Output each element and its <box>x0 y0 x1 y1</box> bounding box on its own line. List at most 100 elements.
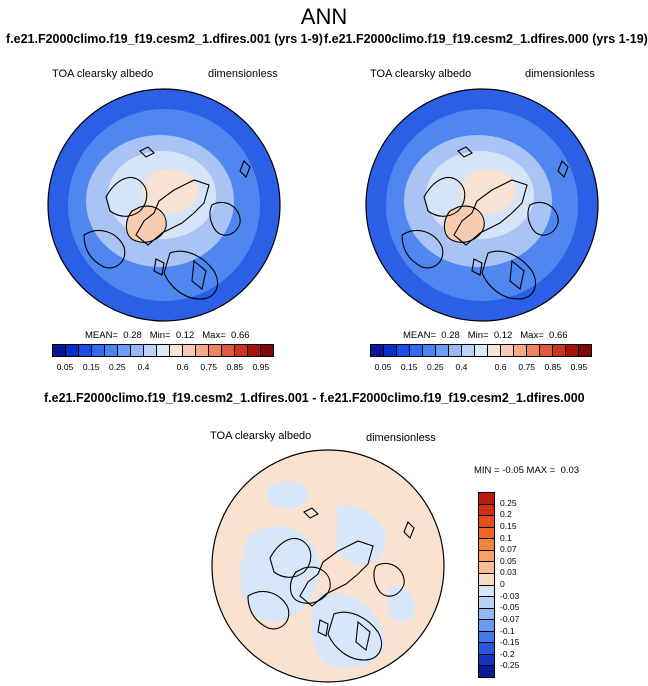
case-1-colorbar-swatch <box>196 345 209 356</box>
case-1-units: dimensionless <box>208 68 278 80</box>
case-2-coastline <box>457 146 473 158</box>
difference-units: dimensionless <box>366 432 436 444</box>
case-1-min-value: 0.12 <box>175 330 195 341</box>
case-1-greenland-field <box>126 206 167 243</box>
case-1-field <box>48 89 280 321</box>
difference-colorbar-swatch <box>479 516 494 528</box>
difference-colorbar-tick: 0.15 <box>500 520 517 531</box>
difference-colorbar-tick: 0.25 <box>500 497 517 508</box>
case-1-coastline <box>191 259 207 290</box>
case-2-colorbar-tick: 0.75 <box>518 362 535 372</box>
case-1-min-label: Min= <box>149 330 171 341</box>
case-2-mean-label: MEAN= <box>403 330 436 341</box>
difference-coastline <box>317 619 329 637</box>
difference-colorbar-swatch <box>479 539 494 551</box>
case-2-map-border <box>365 88 599 322</box>
case-2-arctic-core <box>460 169 516 213</box>
case-2-coastline <box>401 230 444 269</box>
case-2-coastline <box>509 259 525 290</box>
difference-coastline <box>269 538 312 578</box>
case-1-colorbar-swatch <box>235 345 248 356</box>
case-2-field <box>366 89 598 321</box>
difference-map-border <box>211 449 445 683</box>
case-2-coastline <box>453 179 528 246</box>
difference-colorbar-tick: -0.05 <box>500 602 520 613</box>
case-1-coastline <box>125 205 167 243</box>
difference-min-label: MIN = <box>474 465 500 476</box>
case-1-stats: MEAN= 0.28 Min= 0.12 Max= 0.66 <box>85 330 250 341</box>
difference-negative-area <box>336 505 386 566</box>
difference-colorbar-swatch <box>479 504 494 517</box>
difference-coastline <box>355 620 371 651</box>
difference-colorbar-tick: -0.1 <box>500 625 515 636</box>
case-1-colorbar-ticks: 0.05 0.15 0.25 0.4 0.6 0.75 0.85 0.95 <box>52 362 274 374</box>
difference-negative-area <box>239 526 320 623</box>
case-2-min-label: Min= <box>467 330 489 341</box>
case-1-max-label: Max= <box>202 330 226 341</box>
case-2-colorbar-swatch <box>566 345 579 356</box>
case-1-colorbar-swatch <box>209 345 222 356</box>
case-2-coastline <box>423 177 466 217</box>
difference-colorbar-swatch <box>479 643 494 655</box>
case-2-min-value: 0.12 <box>493 330 513 341</box>
difference-colorbar-swatch <box>479 608 494 621</box>
case-1-colorbar-swatch <box>131 345 144 356</box>
case-1-mean-label: MEAN= <box>85 330 118 341</box>
difference-colorbar-swatch <box>479 597 494 609</box>
case-2-colorbar-swatch <box>501 345 514 356</box>
case-2-colorbar-swatch <box>475 345 488 356</box>
case-2-colorbar-swatch <box>423 345 436 356</box>
case-2-colorbar-swatch <box>397 345 410 356</box>
difference-colorbar-tick: -0.03 <box>500 590 520 601</box>
difference-coastline <box>373 562 405 597</box>
case-2-colorbar-swatch <box>579 345 591 356</box>
case-2-colorbar-swatch <box>449 345 462 356</box>
case-2-coastline <box>443 205 485 243</box>
difference-colorbar-swatch <box>479 666 494 677</box>
case-2-colorbar-swatch <box>371 345 384 356</box>
case-1-coastline <box>163 250 218 300</box>
case-1-colorbar-swatch <box>144 345 157 356</box>
case-2-colorbar-swatch <box>462 345 475 356</box>
case-2-max-value: 0.66 <box>549 330 568 341</box>
case-1-colorbar-swatch <box>157 345 170 356</box>
case-1-variable: TOA clearsky albedo <box>52 68 154 80</box>
case-2-colorbar-tick: 0.05 <box>374 362 392 372</box>
case-2-coastline <box>471 258 483 276</box>
case-1-colorbar-tick: 0.4 <box>137 362 150 372</box>
case-1-colorbar <box>52 344 274 357</box>
difference-colorbar-swatch <box>479 654 494 667</box>
case-2-colorbar-swatch <box>514 345 527 356</box>
case-2-max-label: Max= <box>520 330 544 341</box>
difference-colorbar-swatch <box>479 585 494 598</box>
difference-colorbar-swatch <box>479 527 494 540</box>
case-2-units: dimensionless <box>525 68 595 80</box>
case-2-colorbar-swatch <box>436 345 449 356</box>
case-1-coastline <box>153 258 165 276</box>
difference-colorbar-tick: 0 <box>500 579 505 589</box>
difference-colorbar-tick: 0.1 <box>500 532 512 543</box>
case-1-colorbar-swatch <box>261 345 273 356</box>
case-1-map-border <box>47 88 281 322</box>
difference-max-value: 0.03 <box>560 465 580 476</box>
case-2-stats: MEAN= 0.28 Min= 0.12 Max= 0.66 <box>403 330 568 341</box>
difference-title: f.e21.F2000climo.f19_f19.cesm2_1.dfires.… <box>44 391 585 405</box>
case-1-colorbar-swatch <box>183 345 196 356</box>
case-2-colorbar-swatch <box>384 345 397 356</box>
case-1-colorbar-tick: 0.05 <box>56 362 74 372</box>
case-1-colorbar-swatch <box>170 345 183 356</box>
difference-coastline <box>299 540 374 607</box>
case-1-colorbar-tick: 0.85 <box>226 362 244 372</box>
case-2-colorbar-tick: 0.4 <box>455 362 468 372</box>
case-1-coastline <box>83 230 126 269</box>
difference-colorbar-tick: 0.03 <box>500 567 517 578</box>
case-1-colorbar-tick: 0.75 <box>200 362 217 372</box>
case-1-colorbar-swatch <box>53 345 66 356</box>
difference-colorbar-swatch <box>479 573 494 586</box>
case-1-mean-value: 0.28 <box>123 330 142 341</box>
difference-colorbar-swatch <box>479 620 494 632</box>
difference-colorbar-swatch <box>479 550 494 563</box>
case-2-variable: TOA clearsky albedo <box>370 68 472 80</box>
difference-coastline <box>403 521 415 539</box>
difference-coastline <box>247 591 290 630</box>
